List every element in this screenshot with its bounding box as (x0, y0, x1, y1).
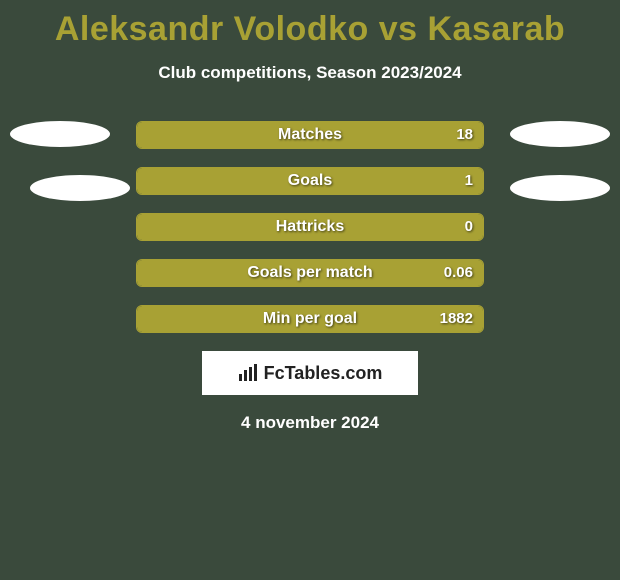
date-label: 4 november 2024 (0, 413, 620, 433)
bar-label: Goals (137, 168, 483, 194)
oval-icon (30, 175, 130, 201)
bar-label: Hattricks (137, 214, 483, 240)
right-player-marks (510, 121, 610, 201)
bar-value: 18 (456, 122, 473, 148)
bar-value: 1 (465, 168, 473, 194)
bar-value: 0.06 (444, 260, 473, 286)
watermark-text: FcTables.com (264, 363, 383, 384)
stat-bar-goals-per-match: Goals per match 0.06 (136, 259, 484, 287)
bar-value: 0 (465, 214, 473, 240)
watermark-badge: FcTables.com (202, 351, 418, 395)
stat-bars: Matches 18 Goals 1 Hattricks 0 Goals per… (136, 121, 484, 333)
stat-bar-matches: Matches 18 (136, 121, 484, 149)
oval-icon (510, 121, 610, 147)
stat-bar-goals: Goals 1 (136, 167, 484, 195)
chart-icon (238, 364, 258, 382)
stats-area: Matches 18 Goals 1 Hattricks 0 Goals per… (0, 121, 620, 433)
bar-label: Min per goal (137, 306, 483, 332)
oval-icon (10, 121, 110, 147)
stat-bar-min-per-goal: Min per goal 1882 (136, 305, 484, 333)
left-player-marks (10, 121, 130, 201)
subtitle: Club competitions, Season 2023/2024 (0, 63, 620, 83)
bar-label: Matches (137, 122, 483, 148)
comparison-infographic: Aleksandr Volodko vs Kasarab Club compet… (0, 0, 620, 580)
oval-icon (510, 175, 610, 201)
page-title: Aleksandr Volodko vs Kasarab (0, 0, 620, 49)
bar-value: 1882 (440, 306, 473, 332)
stat-bar-hattricks: Hattricks 0 (136, 213, 484, 241)
bar-label: Goals per match (137, 260, 483, 286)
